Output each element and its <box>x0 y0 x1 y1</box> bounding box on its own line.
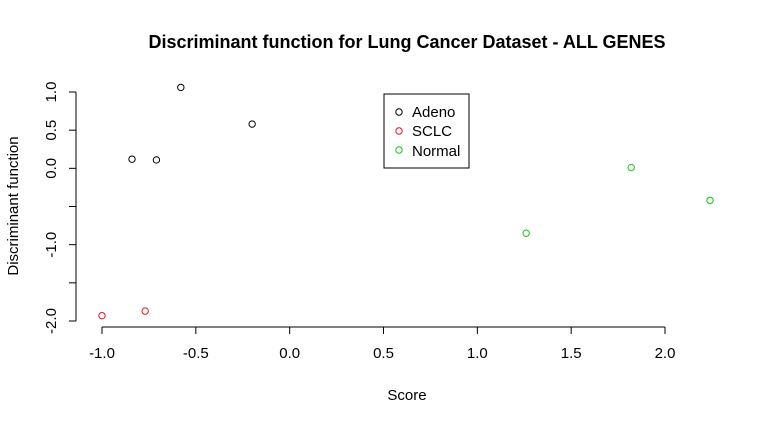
x-tick-label: 0.0 <box>279 345 300 362</box>
y-axis: -2.0 -1.0 0.0 0.5 1.0 <box>43 82 77 334</box>
y-tick-label: 0.5 <box>43 120 60 141</box>
x-tick-label: 0.5 <box>373 345 394 362</box>
data-point-normal <box>627 163 635 172</box>
y-tick-label: -1.0 <box>43 232 60 258</box>
y-tick-label: -2.0 <box>43 308 60 334</box>
x-tick-label: -1.0 <box>89 345 115 362</box>
legend-marker-sclc <box>395 127 403 135</box>
legend-label-adeno: Adeno <box>412 104 455 121</box>
legend-label-sclc: SCLC <box>412 123 452 140</box>
data-point-adeno <box>177 83 185 92</box>
legend-label-normal: Normal <box>412 143 460 160</box>
y-tick-label: 0.0 <box>43 158 60 179</box>
x-tick-label: -0.5 <box>183 345 209 362</box>
y-tick-label: 1.0 <box>43 82 60 103</box>
legend: Adeno SCLC Normal <box>383 93 470 169</box>
legend-box <box>383 93 470 169</box>
data-point-adeno <box>248 120 256 128</box>
x-tick-label: 1.5 <box>561 345 582 362</box>
data-point-normal <box>706 196 714 205</box>
data-point-sclc <box>98 311 106 320</box>
legend-marker-adeno <box>395 108 403 116</box>
x-axis-label: Score <box>387 387 426 404</box>
data-point-sclc <box>141 307 149 315</box>
x-axis: -1.0 -0.5 0.0 0.5 1.0 1.5 2.0 <box>89 326 676 362</box>
data-point-normal <box>522 229 530 237</box>
legend-marker-normal <box>395 146 403 154</box>
data-point-adeno <box>128 155 136 163</box>
data-points <box>98 83 714 320</box>
x-tick-label: 1.0 <box>467 345 488 362</box>
x-tick-label: 2.0 <box>655 345 676 362</box>
data-point-adeno <box>152 156 161 164</box>
chart-title: Discriminant function for Lung Cancer Da… <box>148 32 665 52</box>
y-axis-label: Discriminant function <box>5 136 22 275</box>
